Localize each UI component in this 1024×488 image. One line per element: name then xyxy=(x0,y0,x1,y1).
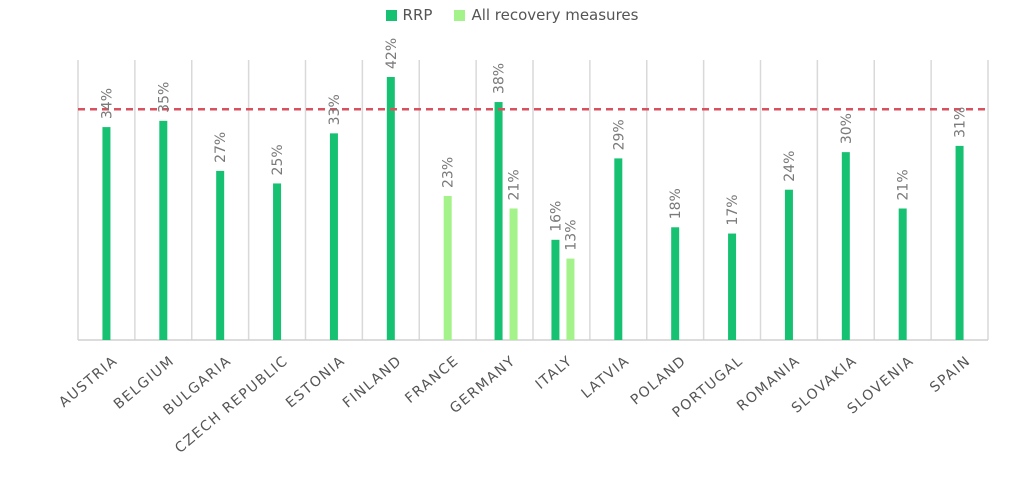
data-label: 24% xyxy=(782,151,798,182)
data-label: 38% xyxy=(492,63,508,94)
bar-all-recovery-germany[interactable] xyxy=(509,208,518,341)
bar-rrp-spain[interactable] xyxy=(955,145,964,340)
data-label: 33% xyxy=(327,94,343,125)
bar-rrp-poland[interactable] xyxy=(671,227,680,340)
bar-all-recovery-italy[interactable] xyxy=(566,258,575,340)
data-label: 31% xyxy=(953,107,969,138)
data-label: 34% xyxy=(99,88,115,119)
legend-item-all-recovery[interactable]: All recovery measures xyxy=(454,6,638,24)
data-label: 42% xyxy=(384,38,400,69)
category-label: CZECH REPUBLIC xyxy=(172,353,291,457)
data-label: 17% xyxy=(725,194,741,225)
legend-swatch-all-recovery xyxy=(454,9,466,21)
data-label: 35% xyxy=(156,82,172,113)
data-label: 29% xyxy=(611,119,627,150)
bar-all-recovery-france[interactable] xyxy=(443,195,452,340)
bar-rrp-germany[interactable] xyxy=(494,102,503,340)
legend-label-all-recovery: All recovery measures xyxy=(471,6,639,24)
data-label: 27% xyxy=(213,132,229,163)
data-label: 25% xyxy=(270,144,286,175)
bar-rrp-portugal[interactable] xyxy=(728,233,737,340)
data-labels: 34% 35% 27% 25% 33% 42% 23% 38% 21% 16%13% 29% 18% 1… xyxy=(99,38,968,251)
bar-rrp-slovakia[interactable] xyxy=(841,152,850,340)
chart-legend: RRP All recovery measures xyxy=(0,6,1024,24)
category-label: LATVIA xyxy=(579,353,633,402)
bar-rrp-italy[interactable] xyxy=(551,239,560,340)
data-label: 21% xyxy=(507,169,523,200)
category-label: FINLAND xyxy=(340,353,406,412)
bars xyxy=(102,77,964,341)
gridlines xyxy=(77,60,989,341)
data-label: 21% xyxy=(896,169,912,200)
bar-rrp-slovenia[interactable] xyxy=(898,208,907,341)
category-label: ITALY xyxy=(533,353,576,393)
bar-rrp-bulgaria[interactable] xyxy=(216,170,225,340)
legend-item-rrp[interactable]: RRP xyxy=(385,6,433,24)
data-label: 13% xyxy=(563,219,579,250)
category-label: ESTONIA xyxy=(283,353,348,412)
bar-rrp-czech-republic[interactable] xyxy=(273,183,282,340)
data-label: 30% xyxy=(839,113,855,144)
bar-rrp-austria[interactable] xyxy=(102,127,111,340)
bar-rrp-estonia[interactable] xyxy=(329,133,338,340)
bar-rrp-belgium[interactable] xyxy=(159,120,168,340)
data-label: 18% xyxy=(668,188,684,219)
data-label: 16% xyxy=(548,201,564,232)
data-label: 23% xyxy=(441,157,457,188)
category-label: SPAIN xyxy=(927,353,974,396)
legend-swatch-rrp xyxy=(385,9,397,21)
bar-rrp-latvia[interactable] xyxy=(614,158,623,340)
bar-rrp-finland[interactable] xyxy=(386,77,395,340)
legend-label-rrp: RRP xyxy=(402,6,433,24)
bar-rrp-romania[interactable] xyxy=(784,189,793,340)
